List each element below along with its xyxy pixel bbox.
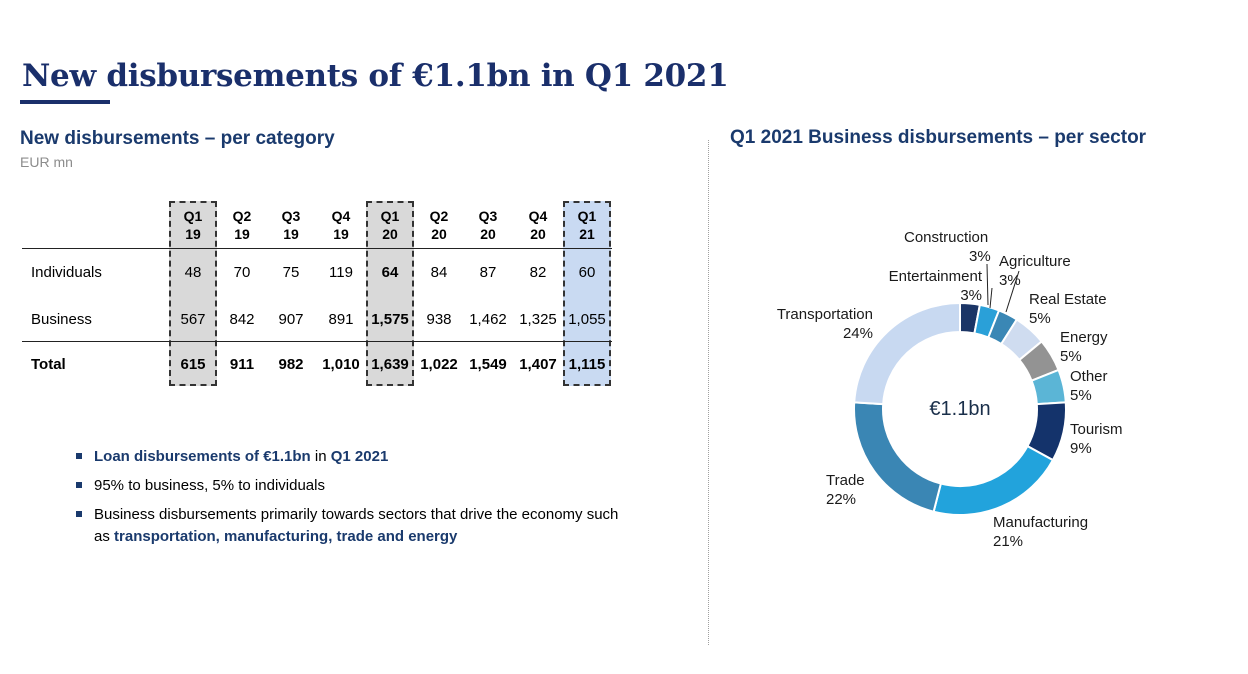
highlight-q1-21 [563, 201, 611, 386]
table-cell: 60 [578, 264, 596, 281]
right-heading: Q1 2021 Business disbursements – per sec… [730, 127, 1147, 148]
table-cell: 1,022 [420, 356, 458, 373]
column-header: Q1 20 [380, 208, 400, 242]
table-cell: 567 [180, 311, 206, 328]
slice-label-energy: Energy 5% [1060, 329, 1108, 365]
table-cell: 1,639 [371, 356, 409, 373]
bullet-list: Loan disbursements of €1.1bn in Q1 2021 … [76, 446, 636, 555]
slice-label-other: Other 5% [1070, 368, 1108, 404]
slice-label-trade: Trade 22% [826, 472, 865, 508]
table-cell: 119 [329, 264, 353, 281]
column-header: Q2 19 [232, 208, 252, 242]
slice-label-transportation: Transportation 24% [776, 306, 873, 342]
table-cell: 938 [426, 311, 452, 328]
table-cell: 907 [278, 311, 304, 328]
table-cell: 64 [381, 264, 399, 281]
leader-line [986, 263, 989, 306]
bullet-strong-text: transportation, manufacturing, trade and… [114, 528, 458, 545]
bullet-item: Business disbursements primarily towards… [76, 504, 636, 548]
bullet-strong-text: Q1 2021 [330, 448, 389, 465]
highlight-q1-19 [169, 201, 217, 386]
title-underline [20, 100, 110, 104]
table-cell: 70 [233, 264, 251, 281]
table-cell: 1,325 [519, 311, 557, 328]
slice-label-manufacturing: Manufacturing 21% [993, 514, 1089, 550]
bullet-item: 95% to business, 5% to individuals [76, 475, 636, 497]
slice-label-construction: Construction [904, 229, 989, 246]
table-total-rule [22, 341, 612, 342]
bullet-text: in [310, 448, 331, 465]
slice-label-entertainment: Entertainment 3% [888, 268, 982, 304]
column-header: Q4 19 [331, 208, 351, 242]
table-cell: 615 [180, 356, 206, 373]
slice-pct-construction: 3% [969, 248, 991, 265]
table-cell: 87 [479, 264, 497, 281]
page-title: New disbursements of €1.1bn in Q1 2021 [22, 58, 729, 94]
column-header: Q3 20 [478, 208, 498, 242]
table-cell: 1,407 [519, 356, 557, 373]
leader-line [989, 287, 993, 309]
table-cell: 842 [229, 311, 255, 328]
table-cell: 1,010 [322, 356, 360, 373]
table-cell: 1,055 [568, 311, 606, 328]
table-cell: 1,115 [568, 356, 606, 373]
row-label-business: Business [31, 311, 92, 328]
column-header: Q2 20 [429, 208, 449, 242]
bullet-square-icon [76, 453, 82, 459]
column-header: Q1 19 [183, 208, 203, 242]
table-cell: 75 [282, 264, 300, 281]
unit-label: EUR mn [20, 154, 73, 170]
highlight-q1-20 [366, 201, 414, 386]
table-cell: 1,462 [469, 311, 507, 328]
column-header: Q3 19 [281, 208, 301, 242]
column-header: Q4 20 [528, 208, 548, 242]
table-cell: 84 [430, 264, 448, 281]
table-cell: 1,575 [371, 311, 409, 328]
leader-line [1005, 270, 1020, 313]
bullet-strong-text: Loan disbursements of €1.1bn [94, 448, 311, 465]
table-header-rule [22, 248, 612, 249]
table-cell: 982 [278, 356, 304, 373]
left-heading: New disbursements – per category [20, 128, 335, 149]
donut-slice-transportation [853, 301, 961, 406]
row-label-total: Total [31, 356, 66, 373]
slice-label-tourism: Tourism 9% [1070, 421, 1123, 457]
donut-slice-manufacturing [932, 444, 1055, 516]
bullet-square-icon [76, 482, 82, 488]
column-header: Q1 21 [577, 208, 597, 242]
donut-center-label: €1.1bn [929, 398, 991, 420]
table-cell: 48 [184, 264, 202, 281]
bullet-text: Business disbursements primarily towards… [94, 506, 619, 545]
bullet-text: 95% to business, 5% to individuals [94, 477, 325, 494]
slice-label-agriculture: Agriculture 3% [999, 253, 1071, 289]
table-cell: 891 [328, 311, 354, 328]
table-cell: 82 [529, 264, 547, 281]
section-divider [708, 140, 709, 645]
bullet-square-icon [76, 511, 82, 517]
table-cell: 911 [229, 356, 255, 373]
bullet-item: Loan disbursements of €1.1bn in Q1 2021 [76, 446, 636, 468]
slice-label-real-estate: Real Estate 5% [1029, 291, 1107, 327]
row-label-individuals: Individuals [31, 264, 102, 281]
sector-donut-chart [853, 263, 1067, 516]
table-cell: 1,549 [469, 356, 507, 373]
